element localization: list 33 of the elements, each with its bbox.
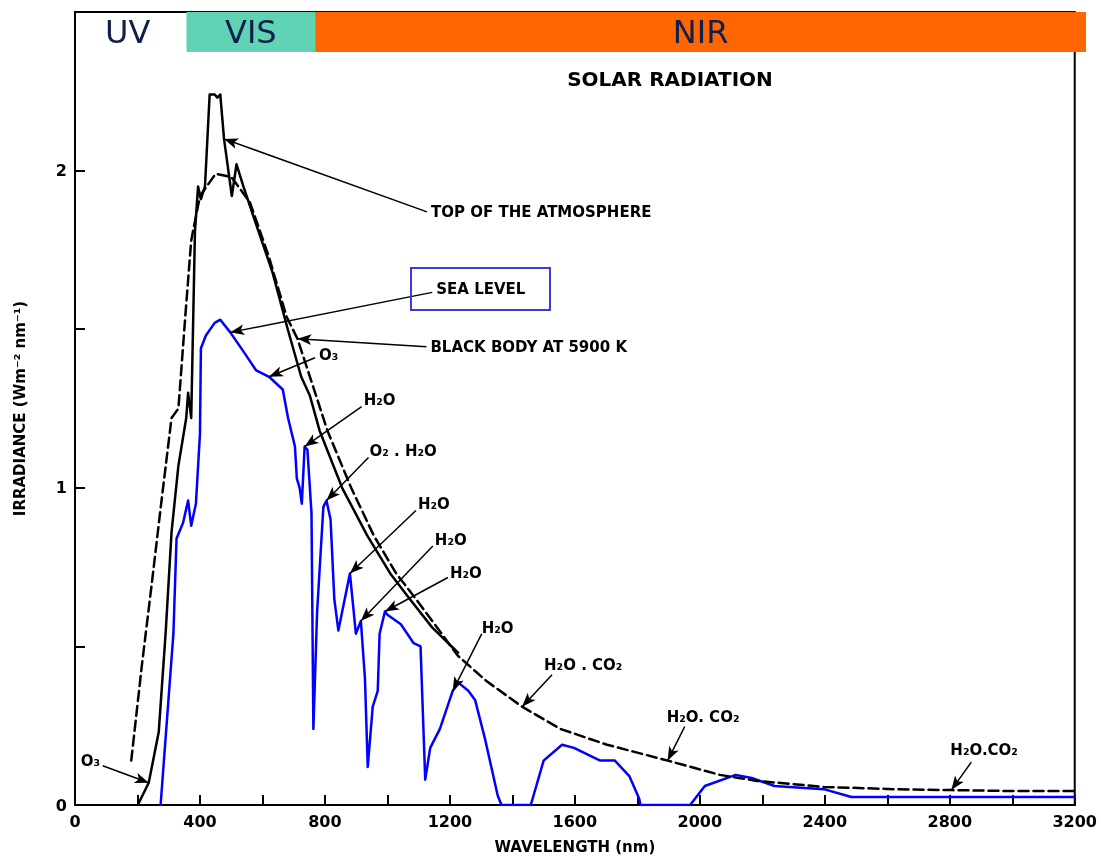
x-tick-label: 2000 (677, 811, 723, 831)
y-tick-label: 2 (55, 161, 67, 181)
x-tick-label: 400 (183, 811, 217, 831)
annotation: H₂O (481, 618, 514, 637)
annotation: H₂O. CO₂ (666, 707, 740, 726)
annotation: O₂ . H₂O (369, 442, 437, 461)
x-tick-label: 1600 (552, 811, 598, 831)
x-axis-title: WAVELENGTH (nm) (494, 837, 656, 856)
x-tick-label: 2400 (802, 811, 848, 831)
annotation: H₂O (434, 531, 467, 550)
annotation: SEA LEVEL (436, 280, 526, 299)
annotation: UV (105, 13, 151, 51)
annotation: O₃ (319, 345, 339, 364)
annotation: O₃ (80, 751, 101, 770)
annotation: H₂O.CO₂ (950, 741, 1018, 760)
x-tick-label: 0 (69, 811, 81, 831)
line-series (159, 318, 1076, 807)
y-tick-label: 0 (55, 795, 67, 815)
annotation: H₂O . CO₂ (544, 655, 623, 674)
annotation: H₂O (417, 495, 450, 514)
annotation: BLACK BODY AT 5900 K (430, 337, 629, 356)
y-tick-label: 1 (55, 478, 67, 498)
annotation: H₂O (449, 563, 482, 582)
band-label: NIR (672, 13, 729, 51)
x-tick-label: 1200 (427, 811, 473, 831)
annotation: H₂O (363, 390, 396, 409)
y-axis-title: IRRADIANCE (Wm⁻² nm⁻¹) (10, 300, 29, 517)
x-tick-label: 2800 (927, 811, 973, 831)
text: SOLAR RADIATION (567, 67, 773, 91)
band-label: VIS (225, 13, 277, 51)
x-tick-label: 3200 (1052, 811, 1097, 831)
annotation: TOP OF THE ATMOSPHERE (431, 202, 652, 221)
x-tick-label: 800 (308, 811, 342, 831)
